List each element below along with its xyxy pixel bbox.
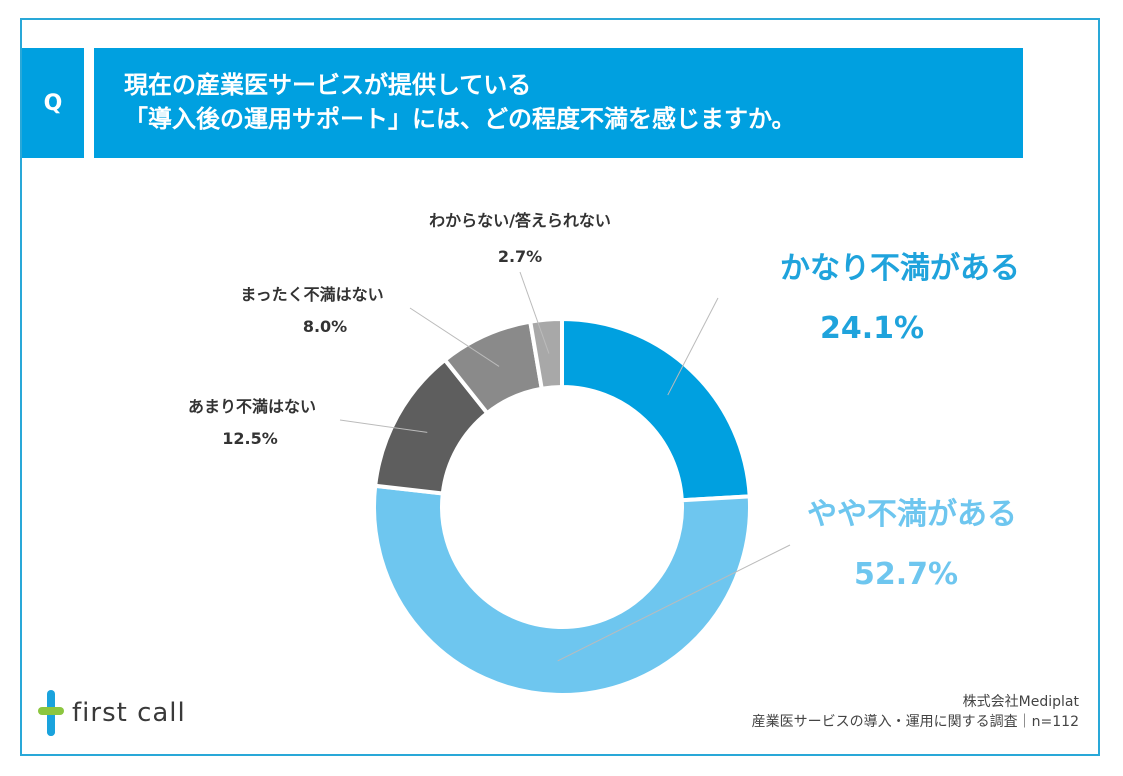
leader-line-3	[339, 419, 428, 433]
source-survey: 産業医サービスの導入・運用に関する調査｜n=112	[751, 714, 1079, 730]
question-line-2: 「導入後の運用サポート」には、どの程度不満を感じますか。	[124, 105, 796, 133]
slice-1	[560, 316, 752, 503]
slice-5	[527, 316, 564, 392]
leader-line-4	[409, 307, 500, 367]
slice-2	[372, 483, 752, 698]
question-banner: 現在の産業医サービスが提供している 「導入後の運用サポート」には、どの程度不満を…	[94, 48, 1023, 158]
slice-label-2: やや不満がある	[807, 497, 1017, 532]
question-line-1: 現在の産業医サービスが提供している	[124, 71, 532, 99]
slice-label-3: あまり不満はない	[188, 397, 316, 416]
outer-frame	[20, 18, 1100, 756]
slice-value-3: 12.5%	[222, 429, 278, 448]
slice-label-5: わからない/答えられない	[429, 211, 611, 230]
source-note: 株式会社Mediplat 産業医サービスの導入・運用に関する調査｜n=112	[752, 692, 1079, 732]
source-company: 株式会社Mediplat	[962, 694, 1079, 710]
cross-logo-icon	[38, 690, 64, 736]
leader-line-1	[667, 297, 719, 396]
question-badge: Q	[22, 48, 84, 158]
slice-label-4: まったく不満はない	[240, 285, 383, 304]
slice-label-1: かなり不満がある	[780, 251, 1020, 286]
first-call-logo: first call	[38, 690, 186, 736]
slice-value-1: 24.1%	[820, 311, 924, 346]
logo-text: first call	[72, 698, 186, 728]
leader-line-2	[557, 544, 791, 662]
slice-value-5: 2.7%	[498, 247, 542, 266]
leader-line-5	[519, 271, 550, 354]
slice-value-2: 52.7%	[854, 557, 958, 592]
slice-value-4: 8.0%	[303, 317, 347, 336]
